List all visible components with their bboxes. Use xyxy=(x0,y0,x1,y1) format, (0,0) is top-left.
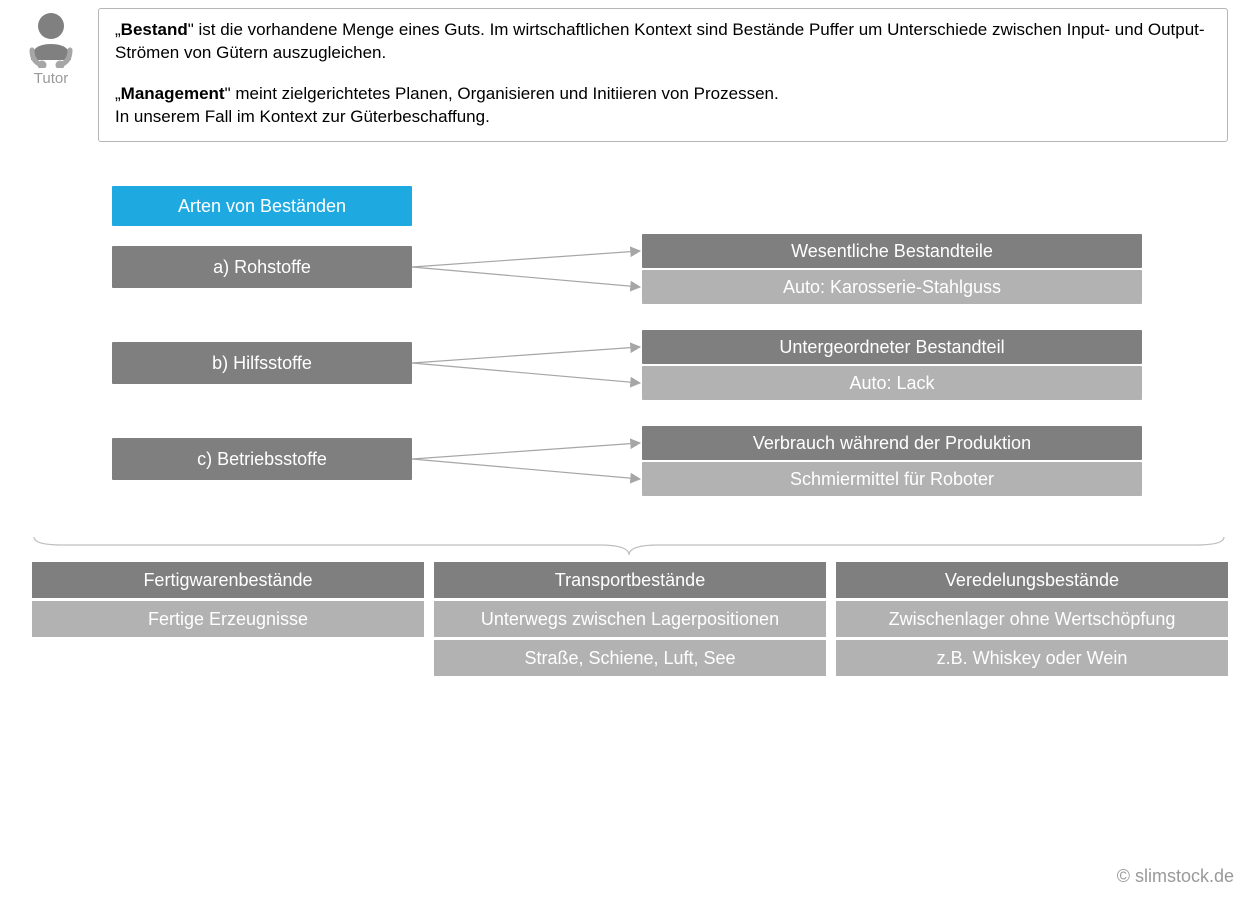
bottom-col-2-row-1: z.B. Whiskey oder Wein xyxy=(836,640,1228,676)
tutor-icon xyxy=(24,10,78,68)
diagram-right-4: Verbrauch während der Produktion xyxy=(642,426,1142,460)
diagram-left-2: c) Betriebsstoffe xyxy=(112,438,412,480)
diagram-right-3: Auto: Lack xyxy=(642,366,1142,400)
diagram-right-1: Auto: Karosserie-Stahlguss xyxy=(642,270,1142,304)
diagram-right-5: Schmiermittel für Roboter xyxy=(642,462,1142,496)
bottom-col-header-2: Veredelungsbestände xyxy=(836,562,1228,598)
diagram-header: Arten von Beständen xyxy=(112,186,412,226)
paragraph-management: „Management" meint zielgerichtetes Plane… xyxy=(115,83,1211,106)
paragraph-context: In unserem Fall im Kontext zur Güterbesc… xyxy=(115,106,1211,129)
bottom-col-1: TransportbeständeUnterwegs zwischen Lage… xyxy=(434,562,826,676)
bottom-col-header-0: Fertigwarenbestände xyxy=(32,562,424,598)
tutor-label: Tutor xyxy=(16,70,86,87)
diagram-left-1: b) Hilfsstoffe xyxy=(112,342,412,384)
term-bestand: Bestand xyxy=(121,20,188,39)
paragraph-bestand: „Bestand" ist die vorhandene Menge eines… xyxy=(115,19,1211,65)
brace xyxy=(32,535,1226,557)
bottom-col-0: FertigwarenbeständeFertige Erzeugnisse xyxy=(32,562,424,676)
bottom-col-2: VeredelungsbeständeZwischenlager ohne We… xyxy=(836,562,1228,676)
tutor-avatar-block: Tutor xyxy=(16,10,86,87)
definition-box: „Bestand" ist die vorhandene Menge eines… xyxy=(98,8,1228,142)
diagram-left-0: a) Rohstoffe xyxy=(112,246,412,288)
diagram-right-0: Wesentliche Bestandteile xyxy=(642,234,1142,268)
bottom-col-1-row-1: Straße, Schiene, Luft, See xyxy=(434,640,826,676)
bottom-col-0-row-0: Fertige Erzeugnisse xyxy=(32,601,424,637)
copyright: © slimstock.de xyxy=(1117,866,1234,887)
term-management: Management xyxy=(121,84,225,103)
bottom-col-2-row-0: Zwischenlager ohne Wertschöpfung xyxy=(836,601,1228,637)
diagram-right-2: Untergeordneter Bestandteil xyxy=(642,330,1142,364)
bottom-col-1-row-0: Unterwegs zwischen Lagerpositionen xyxy=(434,601,826,637)
bottom-col-header-1: Transportbestände xyxy=(434,562,826,598)
bottom-categories: FertigwarenbeständeFertige ErzeugnisseTr… xyxy=(32,562,1228,676)
inventory-types-diagram: Arten von Beständen a) Rohstoffe b) Hilfss… xyxy=(100,186,1230,526)
